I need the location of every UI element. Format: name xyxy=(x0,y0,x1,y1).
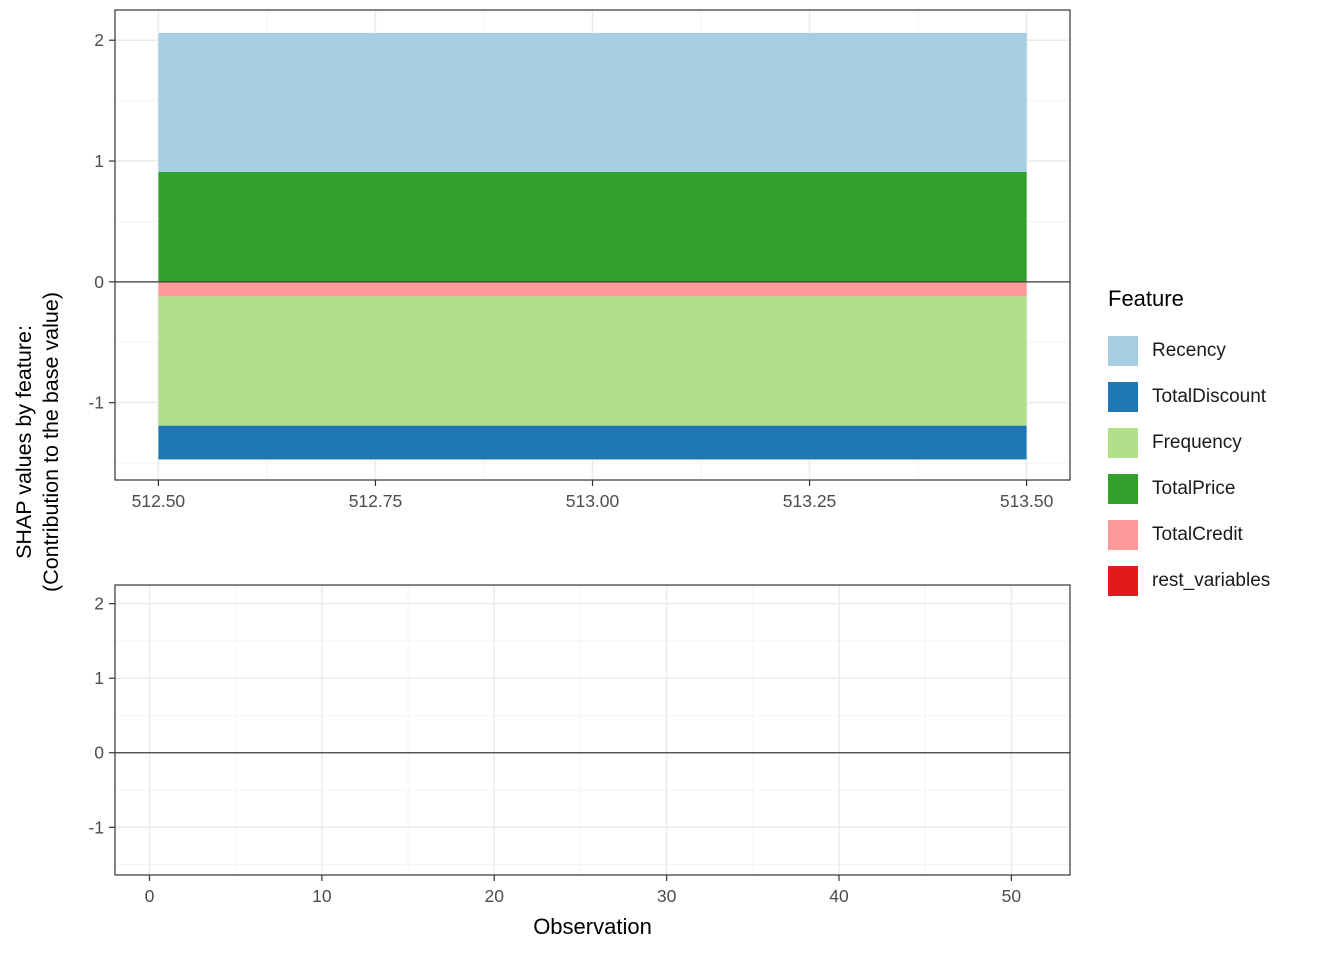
bar-segment-Frequency xyxy=(158,296,1027,426)
legend-item-totalprice: TotalPrice xyxy=(1108,466,1270,512)
legend-item-frequency: Frequency xyxy=(1108,420,1270,466)
y-tick-label: 1 xyxy=(94,151,104,171)
x-tick-label: 50 xyxy=(1002,886,1022,906)
y-tick-label: -1 xyxy=(88,393,104,413)
y-tick-label: 2 xyxy=(94,30,104,50)
legend-label: TotalDiscount xyxy=(1152,386,1267,407)
x-tick-label: 40 xyxy=(829,886,849,906)
x-tick-label: 512.75 xyxy=(349,491,403,511)
bar-segment-TotalCredit xyxy=(158,281,1027,297)
legend-label: TotalPrice xyxy=(1152,478,1236,499)
legend-swatch-rest_variables xyxy=(1108,566,1138,596)
x-tick-label: 10 xyxy=(312,886,332,906)
legend-item-totaldiscount: TotalDiscount xyxy=(1108,374,1270,420)
x-tick-label: 513.50 xyxy=(1000,491,1054,511)
legend-swatch-totalprice xyxy=(1108,474,1138,504)
panel-border xyxy=(114,584,1071,876)
panel-background xyxy=(115,585,1070,875)
y-tick-label: 0 xyxy=(94,743,104,763)
legend-swatch-frequency xyxy=(1108,428,1138,458)
legend-label: TotalCredit xyxy=(1152,524,1243,545)
legend-label: rest_variables xyxy=(1152,570,1271,591)
legend-label: Recency xyxy=(1152,340,1226,361)
legend: Feature Recency TotalDiscount Frequency Tot… xyxy=(1108,286,1270,604)
bar-segment-TotalPrice xyxy=(158,171,1027,282)
legend-swatch-totaldiscount xyxy=(1108,382,1138,412)
x-tick-label: 20 xyxy=(485,886,505,906)
y-tick-label: 1 xyxy=(94,668,104,688)
y-tick-label: 0 xyxy=(94,272,104,292)
bar-segment-Recency xyxy=(158,32,1027,172)
x-axis-title: Observation xyxy=(533,914,652,939)
panel-1: 0 10 20 30 40 50 -1 0 1 2 xyxy=(88,584,1071,906)
legend-item-recency: Recency xyxy=(1108,328,1270,374)
legend-swatch-recency xyxy=(1108,336,1138,366)
legend-item-rest_variables: rest_variables xyxy=(1108,558,1270,604)
y-tick-label: 2 xyxy=(94,594,104,614)
legend-items: Recency TotalDiscount Frequency TotalPrice T… xyxy=(1108,328,1270,604)
bar-segment-TotalDiscount xyxy=(158,425,1027,460)
x-tick-label: 30 xyxy=(657,886,677,906)
x-tick-label: 513.25 xyxy=(783,491,837,511)
x-tick-label: 513.00 xyxy=(566,491,620,511)
panel-0: 512.50 512.75 513.00 513.25 513.50 -1 0 1 2 xyxy=(88,9,1071,511)
x-tick-label: 0 xyxy=(145,886,155,906)
legend-label: Frequency xyxy=(1152,432,1242,453)
legend-title: Feature xyxy=(1108,286,1184,311)
y-tick-label: -1 xyxy=(88,817,104,837)
legend-item-totalcredit: TotalCredit xyxy=(1108,512,1270,558)
legend-swatch-totalcredit xyxy=(1108,520,1138,550)
x-tick-label: 512.50 xyxy=(132,491,186,511)
